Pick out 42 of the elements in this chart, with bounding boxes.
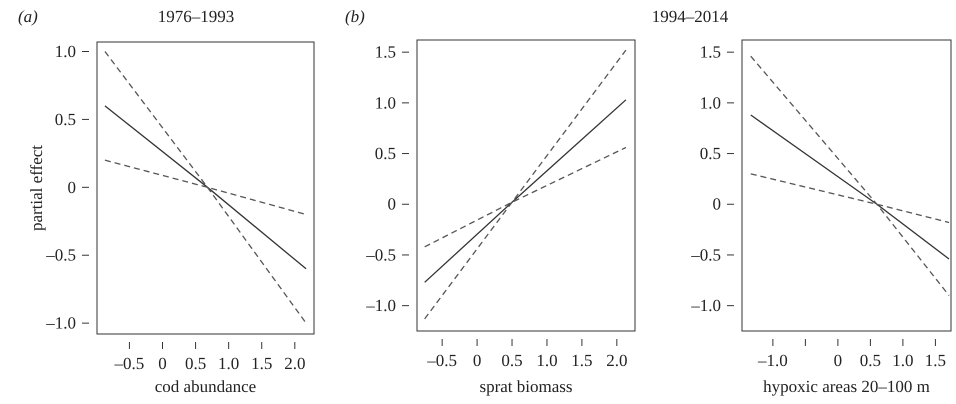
x-axis-title: sprat biomass bbox=[479, 377, 573, 396]
x-tick-label: 0 bbox=[158, 354, 167, 374]
x-tick-label: 2.0 bbox=[606, 351, 628, 370]
x-tick-label: –1.0 bbox=[757, 351, 788, 370]
x-tick-label: 0 bbox=[472, 351, 482, 370]
y-tick-label: 1.5 bbox=[374, 42, 396, 62]
y-tick-label: 0.5 bbox=[54, 110, 76, 129]
chart-title: 1976–1993 bbox=[158, 7, 234, 26]
y-tick-label: –0.5 bbox=[690, 245, 721, 264]
y-tick-label: 1.0 bbox=[700, 93, 721, 112]
x-tick-label: 1.5 bbox=[251, 354, 272, 374]
x-tick-label: 2.0 bbox=[284, 354, 306, 374]
x-tick-label: 1.5 bbox=[571, 351, 593, 370]
y-tick-label: 0 bbox=[388, 194, 396, 214]
y-tick-label: 0.5 bbox=[700, 144, 721, 163]
x-tick-label: 1.0 bbox=[536, 351, 558, 370]
x-axis-title: hypoxic areas 20–100 m bbox=[763, 377, 930, 396]
x-tick-label: –0.5 bbox=[426, 351, 458, 370]
y-tick-label: 0 bbox=[712, 194, 721, 214]
y-tick-label: 1.5 bbox=[700, 42, 721, 62]
y-tick-label: –1.0 bbox=[690, 296, 721, 316]
y-tick-label: –1.0 bbox=[365, 296, 396, 316]
text: (a) bbox=[18, 7, 38, 26]
y-tick-label: –1.0 bbox=[45, 314, 76, 333]
text: (b) bbox=[345, 7, 366, 26]
x-tick-label: 1.0 bbox=[218, 354, 240, 374]
x-tick-label: 0.5 bbox=[501, 351, 523, 370]
y-tick-label: 0.5 bbox=[374, 144, 396, 163]
y-tick-label: 0 bbox=[68, 178, 76, 197]
x-tick-label: 1.0 bbox=[892, 351, 914, 370]
y-tick-label: 1.0 bbox=[54, 42, 76, 61]
y-axis-title: partial effect bbox=[27, 144, 46, 232]
x-tick-label: –0.5 bbox=[114, 354, 144, 374]
chart-title: 1994–2014 bbox=[652, 7, 729, 26]
x-axis-title: cod abundance bbox=[154, 377, 256, 396]
x-tick-label: 1.5 bbox=[924, 351, 946, 370]
x-tick-label: 0.5 bbox=[860, 351, 882, 370]
x-tick-label: 0 bbox=[834, 351, 842, 370]
y-tick-label: –0.5 bbox=[45, 246, 76, 265]
y-tick-label: –0.5 bbox=[365, 245, 396, 264]
x-tick-label: 0.5 bbox=[184, 354, 206, 374]
y-tick-label: 1.0 bbox=[374, 93, 396, 112]
